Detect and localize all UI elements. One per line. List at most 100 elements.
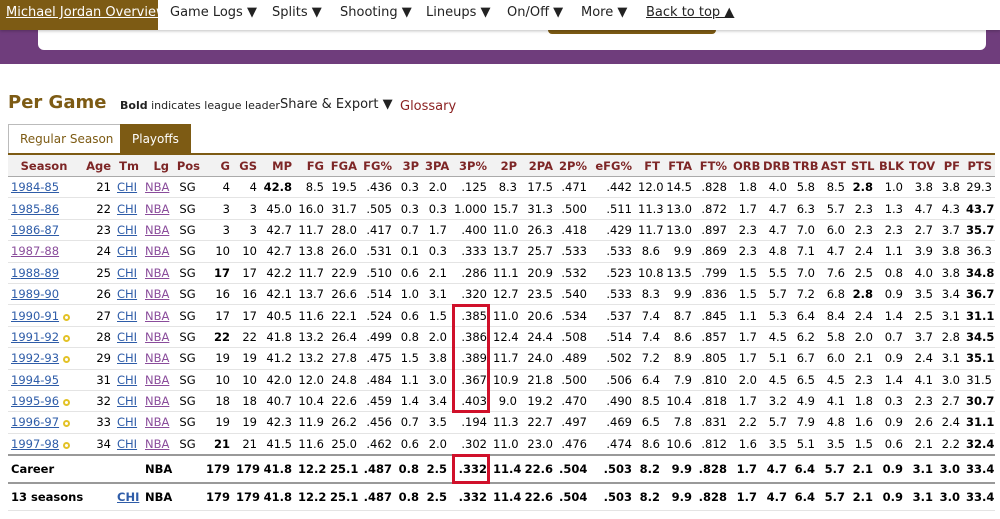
table-cell: 18 (233, 390, 260, 413)
cell-link[interactable]: NBA (145, 394, 170, 409)
cell-link[interactable]: NBA (145, 329, 170, 344)
column-header: Lg (142, 153, 172, 177)
cell-link[interactable]: NBA (145, 308, 170, 323)
nav-item[interactable]: Game Logs ▼ (170, 5, 257, 20)
table-cell: 34.8 (963, 262, 995, 284)
cell-link[interactable]: CHI (117, 180, 138, 195)
table-cell: NBA (142, 390, 172, 413)
cell-link[interactable]: NBA (145, 287, 170, 302)
cell-link[interactable]: 1987-88 (11, 244, 60, 259)
table-cell: .417 (360, 219, 395, 242)
cell-link[interactable]: CHI (117, 308, 138, 323)
cell-link[interactable]: NBA (145, 222, 170, 237)
cell-link[interactable]: 1989-90 (11, 287, 60, 302)
nav-item[interactable]: On/Off ▼ (507, 5, 564, 20)
note-text: indicates league leader (151, 99, 280, 112)
cell-link[interactable]: NBA (145, 265, 170, 280)
cell-link[interactable]: NBA (145, 201, 170, 216)
cell-link[interactable]: 1996-97 (11, 415, 60, 430)
cell-link[interactable]: CHI (117, 490, 140, 505)
cell-link[interactable]: CHI (117, 265, 138, 280)
table-cell: .845 (695, 304, 730, 327)
tab[interactable]: Regular Season (8, 124, 126, 153)
table-cell: 3.0 (936, 454, 963, 484)
column-header: ORB (730, 153, 760, 177)
glossary-link[interactable]: Glossary (400, 99, 457, 114)
nav-item[interactable]: Back to top ▲ (646, 5, 735, 20)
cell-link[interactable]: NBA (145, 351, 170, 366)
cell-link[interactable]: CHI (117, 329, 138, 344)
share-export[interactable]: Share & Export ▼ (280, 97, 393, 112)
cell-link[interactable]: NBA (145, 372, 170, 387)
table-cell: 179 (203, 454, 233, 484)
tab[interactable]: Playoffs (120, 124, 191, 153)
table-cell: 42.7 (260, 219, 295, 242)
cell-link[interactable]: 1986-87 (11, 222, 60, 237)
table-cell: 4.5 (760, 369, 790, 391)
nav-item[interactable]: Michael Jordan Overview (0, 0, 167, 30)
table-cell: NBA (142, 304, 172, 327)
table-cell: 3.0 (936, 369, 963, 391)
header-row: Season Age Tm Lg Pos G GS MP FG FGA FG% 3P 3PA 3P% 2P 2… (8, 153, 995, 177)
cell-link[interactable]: NBA (145, 244, 170, 259)
table-cell: 4.9 (790, 390, 818, 413)
table-cell: 5.1 (790, 433, 818, 456)
table-cell: .386 (450, 326, 490, 349)
table-cell: 23.0 (520, 433, 556, 456)
cell-link[interactable]: NBA (145, 436, 170, 451)
table-cell: 8.5 (635, 390, 663, 413)
nav-item[interactable]: Shooting ▼ (340, 5, 412, 20)
table-cell: 4.1 (906, 369, 936, 391)
cell-link[interactable]: CHI (117, 244, 138, 259)
column-header: BLK (876, 153, 906, 177)
table-cell: 4.7 (906, 197, 936, 220)
table-cell (80, 454, 114, 484)
cell-link[interactable]: 1985-86 (11, 201, 60, 216)
nav-item[interactable]: Splits ▼ (272, 5, 322, 20)
table-cell: CHI (114, 326, 142, 349)
top-nav: Michael Jordan Overview Game Logs ▼ Splits… (0, 0, 1000, 30)
table-cell: .403 (450, 390, 490, 413)
cell-link[interactable]: CHI (117, 222, 138, 237)
table-cell: 2.3 (906, 390, 936, 413)
cell-link[interactable]: 1991-92 (11, 329, 60, 344)
cell-link[interactable]: CHI (117, 415, 138, 430)
cell-link[interactable]: 1997-98 (11, 436, 60, 451)
nav-item[interactable]: Lineups ▼ (426, 5, 491, 20)
table-cell: .487 (360, 482, 395, 512)
cell-link[interactable]: 1988-89 (11, 265, 60, 280)
table-cell: 11.7 (295, 219, 327, 242)
cell-link[interactable]: CHI (117, 287, 138, 302)
cell-link[interactable]: CHI (117, 372, 138, 387)
table-cell: 27 (80, 304, 114, 327)
column-header: G (203, 153, 233, 177)
table-cell: 1.7 (730, 197, 760, 220)
cell-link[interactable]: CHI (117, 394, 138, 409)
cell-link[interactable]: CHI (117, 436, 138, 451)
table-cell: .872 (695, 197, 730, 220)
cell-link[interactable]: 1990-91 (11, 308, 60, 323)
table-cell: 17 (203, 262, 233, 284)
table-cell: 26 (80, 283, 114, 306)
table-cell: .332 (450, 454, 490, 484)
cell-link[interactable]: CHI (117, 201, 138, 216)
table-cell: .897 (695, 219, 730, 242)
table-cell: 11.6 (295, 433, 327, 456)
table-cell: .502 (590, 347, 635, 370)
nav-item[interactable]: More ▼ (581, 5, 628, 20)
table-cell: 1.7 (730, 454, 760, 484)
table-cell: 7.4 (635, 326, 663, 349)
cell-link[interactable]: NBA (145, 415, 170, 430)
cell-link[interactable]: 1992-93 (11, 351, 60, 366)
cell-link[interactable]: 1984-85 (11, 180, 60, 195)
table-cell: SG (172, 433, 203, 456)
table-cell: 42.8 (260, 176, 295, 199)
table-cell: 0.9 (876, 347, 906, 370)
cell-link[interactable]: 1995-96 (11, 394, 60, 409)
cell-link[interactable]: CHI (117, 351, 138, 366)
column-header: FG (295, 153, 327, 177)
cell-link[interactable]: 1994-95 (11, 372, 60, 387)
table-cell: CHI (114, 176, 142, 199)
cell-link[interactable]: NBA (145, 180, 170, 195)
table-cell: 7.9 (790, 411, 818, 434)
